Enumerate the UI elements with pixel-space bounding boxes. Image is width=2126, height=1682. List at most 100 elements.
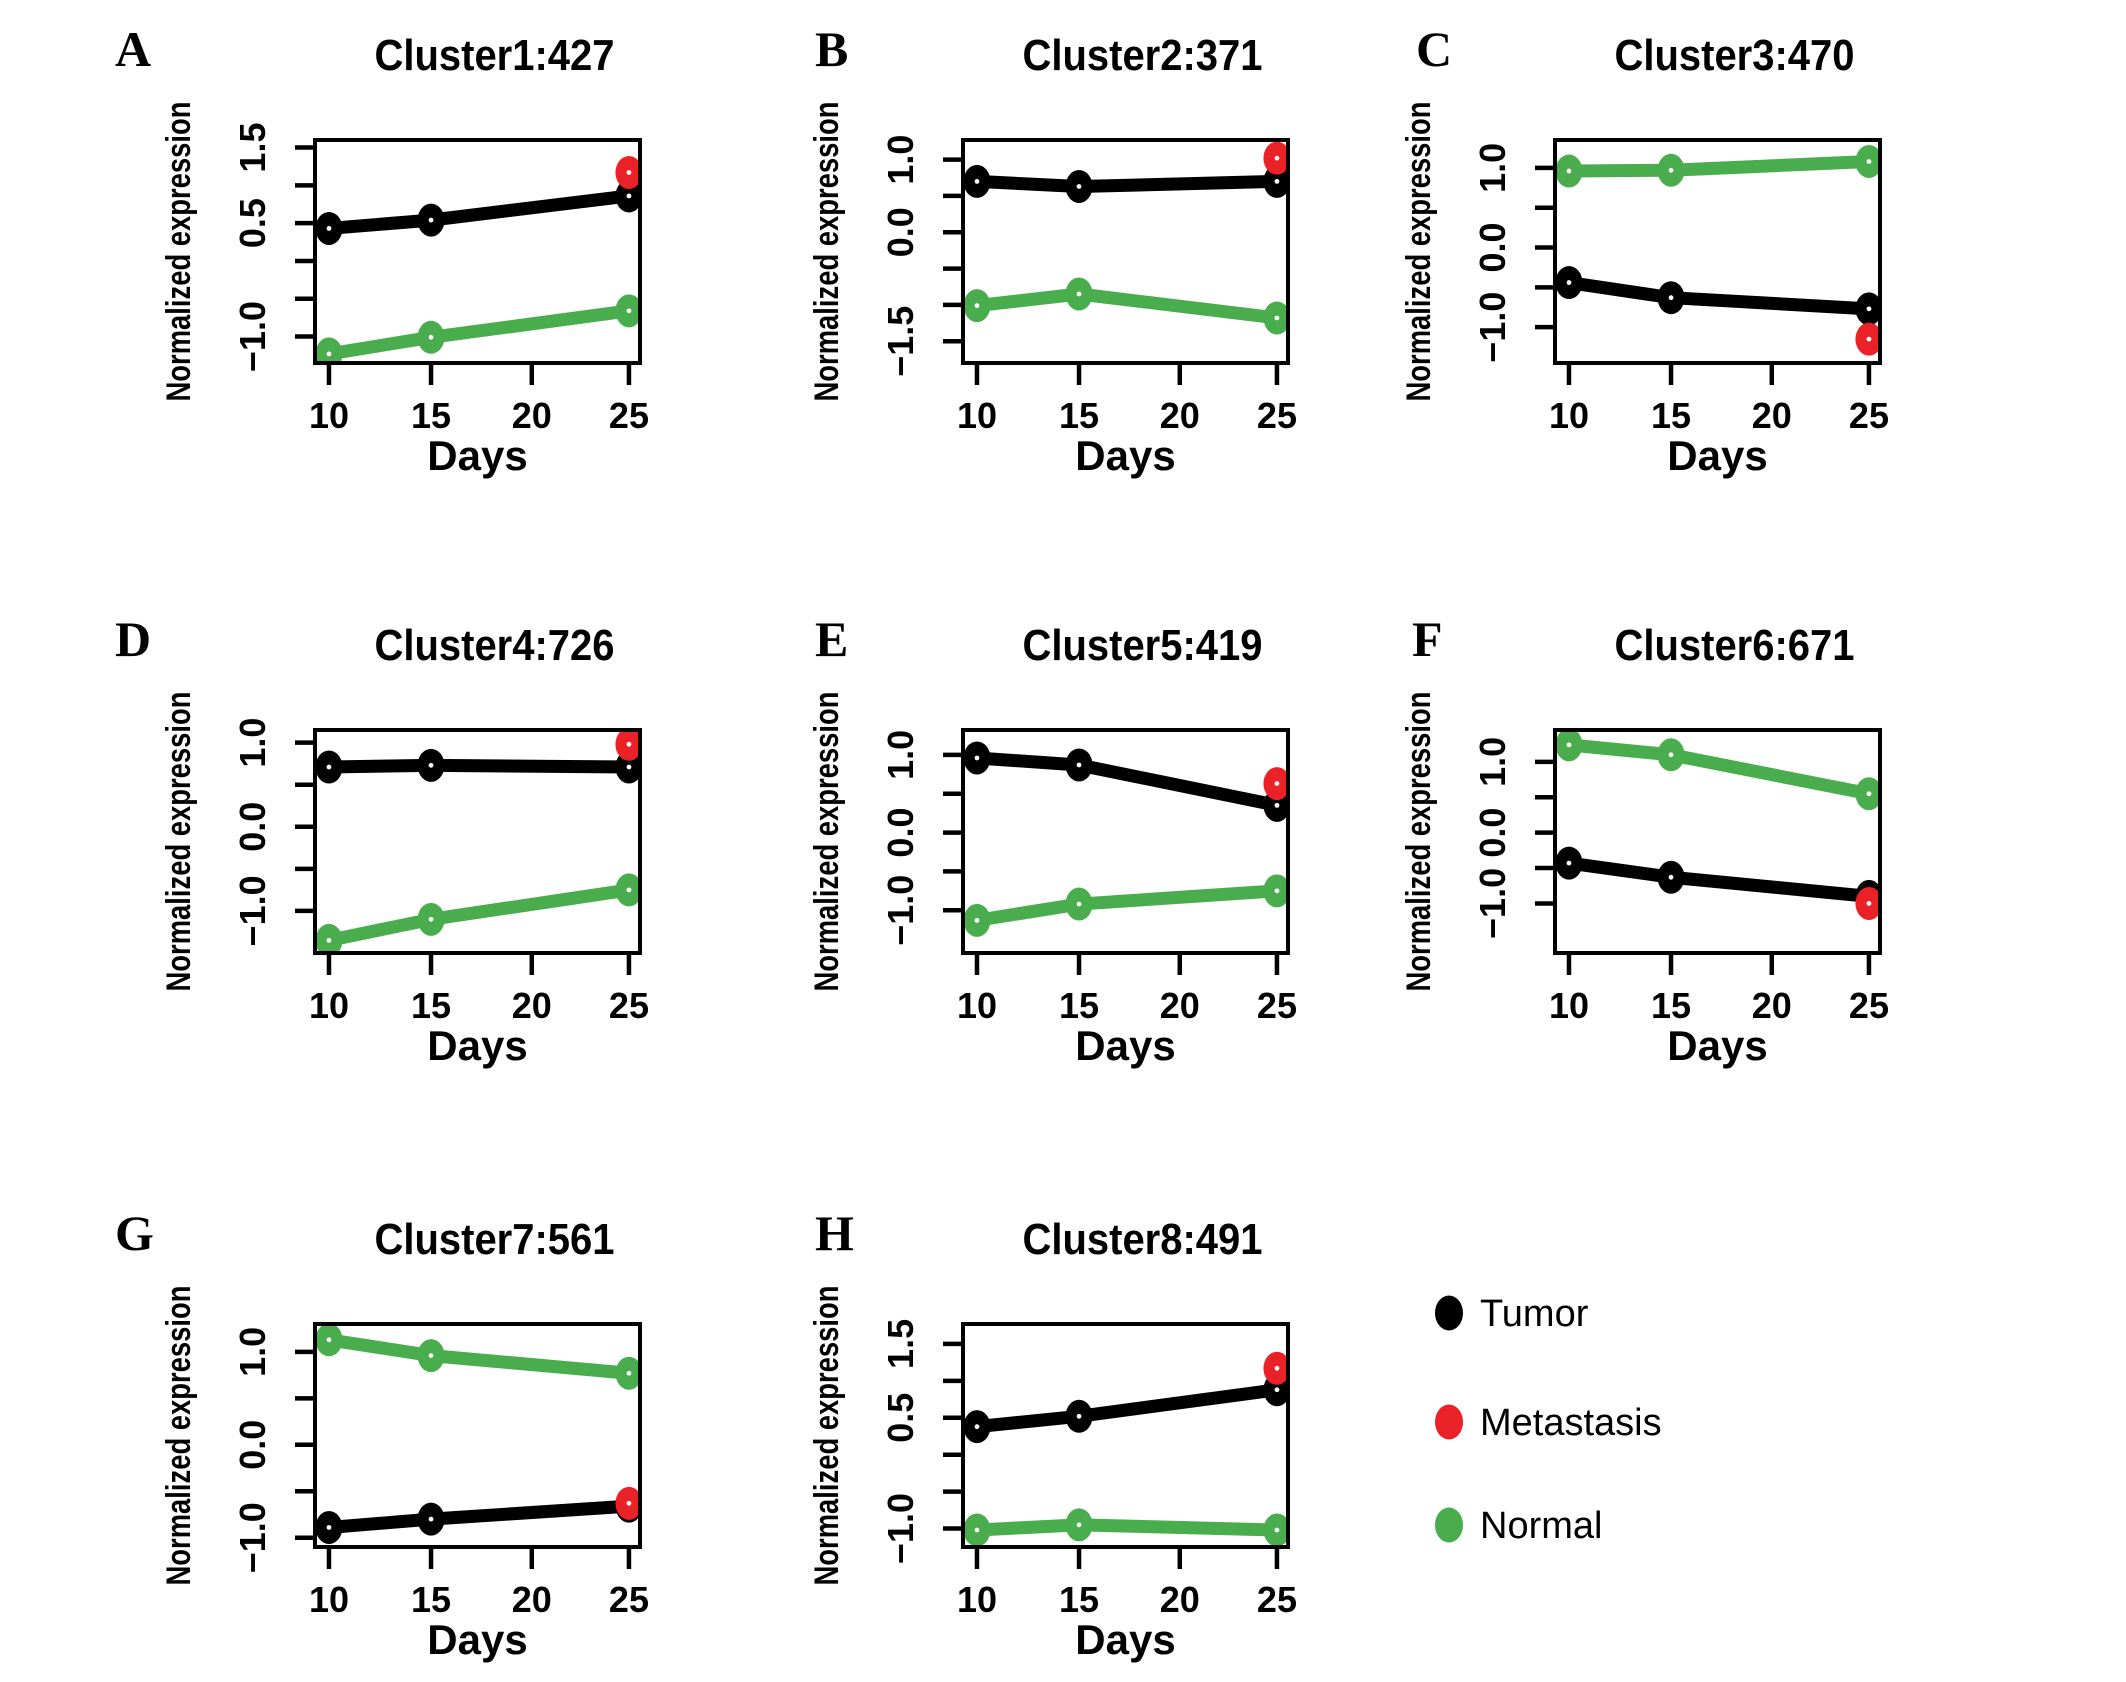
normal-point <box>315 337 343 365</box>
x-axis-title: Days <box>1667 432 1767 479</box>
x-tick-label: 15 <box>411 395 451 436</box>
y-tick-label: 1.0 <box>232 1327 273 1377</box>
x-axis-title: Days <box>1075 1022 1175 1069</box>
y-tick-label: −1.0 <box>232 301 273 372</box>
x-tick-label: 20 <box>512 395 552 436</box>
y-tick-label: 1.0 <box>232 718 273 768</box>
tumor-point-center <box>1566 860 1572 866</box>
chart-title: Cluster1:427 <box>375 31 615 80</box>
plot-area <box>315 728 642 955</box>
x-tick-label: 15 <box>1059 1579 1099 1620</box>
y-tick-label: 0.0 <box>1472 808 1513 858</box>
normal-point-center <box>1274 888 1280 894</box>
plot-area <box>315 156 642 365</box>
y-tick-label: 0.0 <box>232 1420 273 1470</box>
legend-label-normal: Normal <box>1480 1505 1602 1547</box>
panel-letter: G <box>115 1205 154 1261</box>
normal-point-center <box>428 916 434 922</box>
metastasis-point-center <box>626 741 632 747</box>
y-axis-title: Normalized expression <box>160 692 198 992</box>
plot-area <box>1555 145 1882 356</box>
x-tick-label: 10 <box>957 395 997 436</box>
normal-point-center <box>626 308 632 314</box>
normal-point-center <box>1566 742 1572 748</box>
y-tick-label: 0.0 <box>1472 222 1513 272</box>
plot-area <box>963 1351 1290 1547</box>
x-tick-label: 20 <box>1160 1579 1200 1620</box>
x-tick-label: 25 <box>1257 985 1297 1026</box>
normal-line <box>1562 738 1876 801</box>
metastasis-point-center <box>1866 901 1872 906</box>
y-tick-label: 1.0 <box>1472 737 1513 787</box>
panel-D-chart: D Cluster4:726 Normalized expression 1.0 0.0… <box>115 611 649 1069</box>
x-tick-label: 10 <box>309 1579 349 1620</box>
y-tick-label: 0.0 <box>880 207 921 257</box>
y-tick-label: −1.0 <box>232 875 273 946</box>
y-tick-label: −1.0 <box>880 1493 921 1564</box>
plot-box <box>961 138 1290 365</box>
panel-letter: F <box>1412 611 1443 667</box>
tumor-point-center <box>626 193 632 199</box>
normal-point-center <box>428 1353 434 1358</box>
y-tick-label: −1.0 <box>1472 292 1513 363</box>
normal-point-center <box>1866 791 1872 797</box>
legend-item-metastasis: Metastasis <box>1435 1402 1662 1444</box>
y-tick-label: −1.0 <box>1472 868 1513 939</box>
normal-point-center <box>1274 1527 1280 1533</box>
normal-point-center <box>626 887 632 893</box>
y-tick-label: −1.0 <box>880 875 921 946</box>
legend-swatch-metastasis-icon <box>1435 1404 1463 1440</box>
x-tick-label: 25 <box>609 395 649 436</box>
x-axis-title: Days <box>427 1022 527 1069</box>
x-tick-label: 25 <box>1849 395 1889 436</box>
y-tick-label: 1.0 <box>880 135 921 185</box>
plot-box <box>961 1322 1290 1549</box>
normal-point-center <box>1274 315 1280 321</box>
y-axis-title: Normalized expression <box>808 1286 846 1586</box>
y-axis-title: Normalized expression <box>1400 692 1438 992</box>
x-tick-label: 25 <box>609 1579 649 1620</box>
legend-label-metastasis: Metastasis <box>1480 1402 1662 1444</box>
legend-swatch-tumor-icon <box>1435 1295 1463 1331</box>
tumor-line <box>970 174 1284 193</box>
normal-point-center <box>1076 291 1082 297</box>
x-axis-title: Days <box>1075 1616 1175 1663</box>
normal-line <box>970 287 1284 325</box>
legend-label-tumor: Tumor <box>1480 1293 1589 1335</box>
tumor-point-center <box>428 762 434 768</box>
plot-box <box>313 138 642 365</box>
x-axis-title: Days <box>427 432 527 479</box>
panel-letter: B <box>815 21 848 77</box>
x-tick-label: 15 <box>1651 985 1691 1026</box>
normal-point-center <box>974 917 980 923</box>
panel-letter: C <box>1416 21 1452 77</box>
plot-area <box>1555 728 1882 920</box>
x-tick-label: 20 <box>1160 985 1200 1026</box>
normal-point-center <box>326 937 332 943</box>
y-axis-title: Normalized expression <box>808 102 846 402</box>
panel-A-chart: A Cluster1:427 Normalized expression 1.5 0.5… <box>115 21 649 479</box>
y-axis-title: Normalized expression <box>160 102 198 402</box>
metastasis-point-center <box>626 170 632 175</box>
tumor-point-center <box>974 755 980 761</box>
y-tick-label: 0.0 <box>880 808 921 858</box>
tumor-point-center <box>1076 1413 1082 1419</box>
plot-area <box>315 1323 642 1544</box>
x-axis-title: Days <box>1075 432 1175 479</box>
tumor-line <box>322 758 636 774</box>
normal-line <box>970 884 1284 927</box>
normal-point-center <box>1566 168 1572 174</box>
x-tick-label: 15 <box>1651 395 1691 436</box>
normal-line <box>322 883 636 947</box>
chart-title: Cluster6:671 <box>1615 621 1855 670</box>
panel-letter: D <box>115 611 151 667</box>
tumor-point-center <box>1866 306 1872 312</box>
legend-item-tumor: Tumor <box>1435 1293 1589 1335</box>
x-tick-label: 15 <box>411 985 451 1026</box>
tumor-point-center <box>974 1424 980 1430</box>
metastasis-point-center <box>1274 781 1280 787</box>
y-tick-label: 1.0 <box>880 730 921 780</box>
normal-point-center <box>326 351 332 357</box>
chart-title: Cluster7:561 <box>375 1215 615 1264</box>
plot-box <box>961 728 1290 955</box>
